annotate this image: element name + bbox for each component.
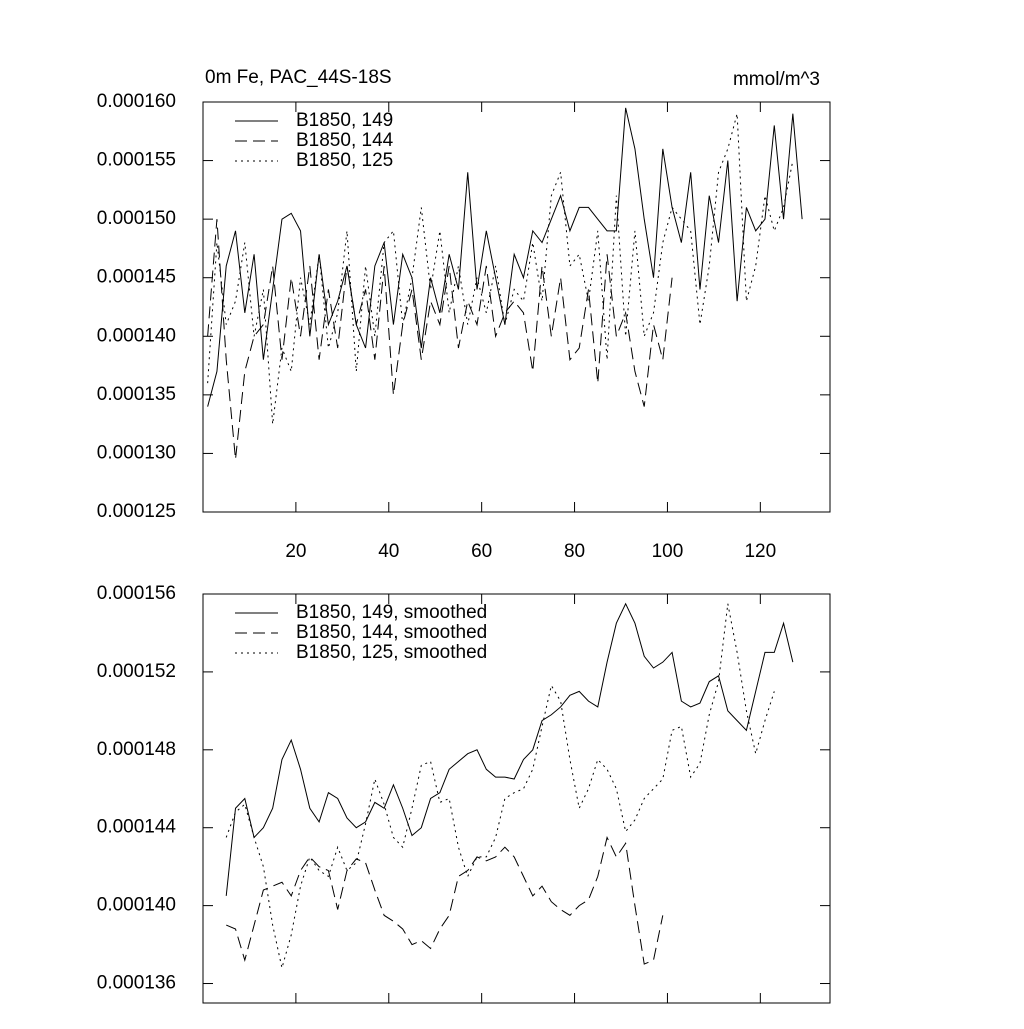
x-tick-label: 80 (564, 541, 585, 562)
y-tick-label: 0.000148 (97, 739, 176, 760)
legend-label: B1850, 125 (296, 150, 393, 171)
y-tick-label: 0.000140 (97, 895, 176, 916)
y-tick-label: 0.000136 (97, 973, 176, 994)
y-tick-label: 0.000144 (97, 817, 177, 838)
x-tick-label: 20 (285, 541, 306, 562)
x-tick-label: 60 (471, 541, 492, 562)
y-tick-label: 0.000145 (97, 267, 176, 288)
legend-label: B1850, 144 (296, 130, 394, 151)
plot-frame (202, 593, 831, 1004)
legend-label: B1850, 144, smoothed (296, 622, 487, 643)
series-line (225, 603, 775, 969)
series-line (225, 602, 794, 896)
y-tick-label: 0.000140 (97, 325, 176, 346)
x-tick-label: 120 (744, 541, 776, 562)
y-tick-label: 0.000125 (97, 501, 176, 522)
y-tick-label: 0.000135 (97, 384, 176, 405)
x-tick-label: 40 (378, 541, 399, 562)
y-tick-label: 0.000155 (97, 150, 176, 171)
chart-title: 0m Fe, PAC_44S-18S (205, 67, 392, 88)
units-label: mmol/m^3 (733, 69, 820, 90)
legend-label: B1850, 125, smoothed (296, 642, 487, 663)
y-tick-label: 0.000156 (97, 583, 176, 604)
y-tick-label: 0.000150 (97, 208, 176, 229)
series-line (226, 835, 664, 965)
y-tick-label: 0.000160 (97, 91, 176, 112)
legend-label: B1850, 149 (296, 110, 393, 131)
x-tick-label: 100 (652, 541, 684, 562)
y-tick-label: 0.000130 (97, 442, 176, 463)
y-tick-label: 0.000152 (97, 661, 176, 682)
series-line (207, 113, 794, 425)
series-line (207, 219, 673, 460)
plot-frame (202, 101, 831, 513)
legend-label: B1850, 149, smoothed (296, 602, 487, 623)
